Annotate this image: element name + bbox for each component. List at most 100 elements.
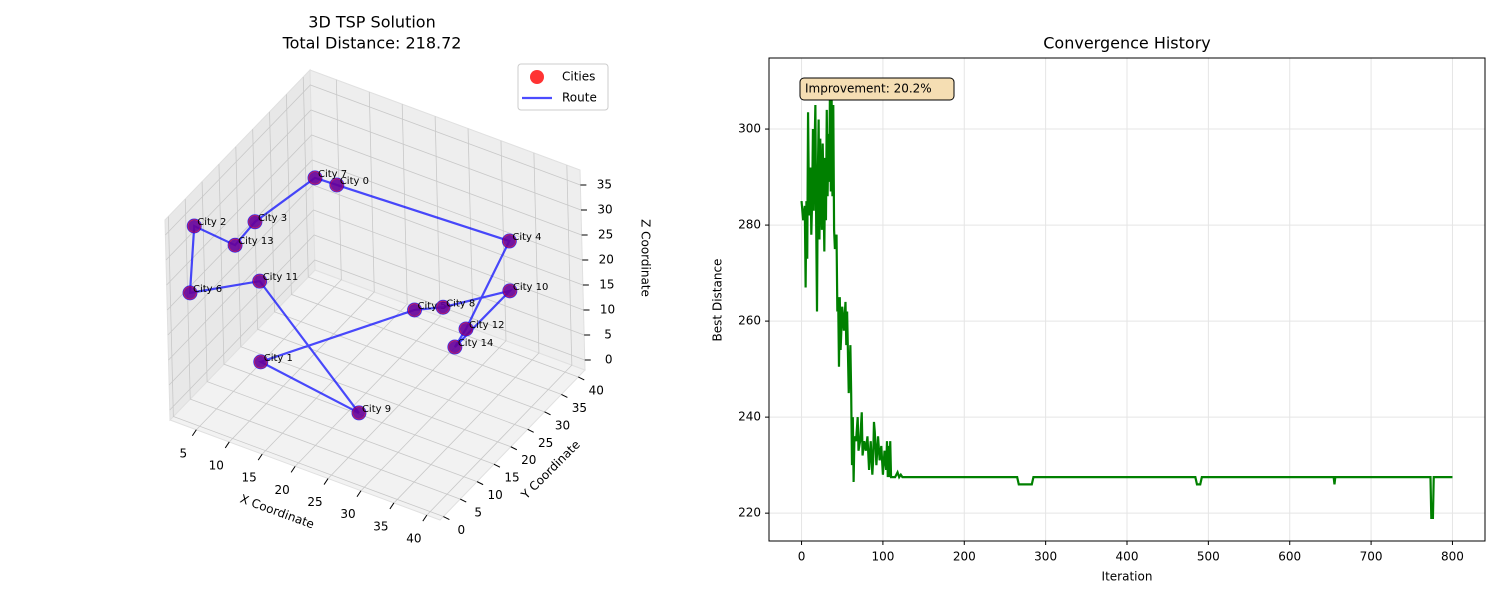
city-label: City 0 <box>340 176 369 187</box>
grid-line <box>169 259 585 411</box>
city-point-tint <box>408 303 421 316</box>
city-label: City 1 <box>264 353 293 364</box>
z-tick-label: 35 <box>597 178 612 192</box>
grid-line <box>196 79 342 431</box>
y-tick-label: 35 <box>572 401 587 415</box>
annotation-box <box>799 77 955 101</box>
x-tick-label: 800 <box>1441 550 1464 564</box>
city-label: City 6 <box>193 284 222 295</box>
legend-marker <box>530 70 544 84</box>
y-tick <box>460 498 467 503</box>
x-tick-label: 15 <box>242 471 257 485</box>
y-axis-label: Best Distance <box>711 259 725 342</box>
z-tick-label: 0 <box>605 353 613 367</box>
grid-line <box>167 216 444 517</box>
z-tick-label: 5 <box>604 328 612 342</box>
x-tick-label: 40 <box>406 532 421 546</box>
city-point-tint <box>352 406 365 419</box>
x-tick <box>422 514 428 522</box>
x-tick-label: 400 <box>1116 550 1139 564</box>
y-tick <box>443 516 450 520</box>
x-tick <box>290 466 296 473</box>
city-label: City 3 <box>258 213 287 224</box>
annotation: Improvement: 20.2% <box>805 82 932 96</box>
y-tick <box>578 376 585 381</box>
x-tick <box>323 478 329 485</box>
legend-label: Cities <box>562 70 595 84</box>
x-tick-label: 35 <box>373 519 388 533</box>
y-tick-label: 280 <box>738 218 761 232</box>
x-tick-label: 5 <box>180 446 188 460</box>
city-point-tint <box>229 239 242 252</box>
y-tick <box>493 463 501 468</box>
city-label: City 10 <box>513 282 549 293</box>
y-tick <box>544 411 551 416</box>
grid-line <box>285 94 562 395</box>
x-tick <box>257 453 263 461</box>
y-tick-label: 20 <box>521 453 536 467</box>
y-tick-label: 40 <box>589 383 604 397</box>
x-tick <box>389 502 395 510</box>
city-point-tint <box>308 171 321 184</box>
y-tick <box>510 446 518 451</box>
chart-title: 3D TSP Solution <box>308 13 435 32</box>
city-point-tint <box>188 220 201 233</box>
grid-line <box>235 146 511 448</box>
grid-line <box>426 165 573 516</box>
city-point-tint <box>503 235 516 248</box>
legend-label: Route <box>562 91 597 105</box>
x-tick-label: 500 <box>1197 550 1220 564</box>
y-tick <box>476 481 484 486</box>
city-point-tint <box>253 275 266 288</box>
grid-line <box>168 209 584 361</box>
city-point-tint <box>254 355 267 368</box>
y-tick-label: 10 <box>487 488 502 502</box>
city-label: City 8 <box>446 298 475 309</box>
city-label: City 2 <box>197 217 226 228</box>
y-tick-label: 260 <box>738 314 761 328</box>
city-point-tint <box>437 301 450 314</box>
line-series <box>800 81 1453 520</box>
grid-line <box>261 104 408 455</box>
y-tick-label: 240 <box>738 410 761 424</box>
x-tick <box>191 429 197 437</box>
city-label: City 13 <box>238 236 274 247</box>
grid-line <box>302 76 579 378</box>
x-tick-label: 0 <box>798 550 806 564</box>
x-tick-label: 600 <box>1278 550 1301 564</box>
city-label: City 9 <box>362 404 391 415</box>
z-tick-label: 10 <box>600 303 615 317</box>
city-label: City 5 <box>418 301 447 312</box>
chart-subtitle: Total Distance: 218.72 <box>282 34 462 53</box>
y-tick-label: 5 <box>474 506 482 520</box>
x-tick <box>224 441 230 449</box>
city-point-tint <box>448 341 461 354</box>
y-tick-label: 30 <box>555 418 570 432</box>
z-tick-label: 20 <box>599 253 614 267</box>
y-tick <box>561 393 568 398</box>
z-tick-label: 25 <box>598 228 613 242</box>
grid-line <box>184 199 461 500</box>
grid-line <box>393 152 540 504</box>
grid-line <box>294 116 441 467</box>
grid-line <box>252 129 528 430</box>
grid-line <box>168 234 585 386</box>
z-tick-label: 15 <box>599 278 614 292</box>
y-tick <box>527 428 534 433</box>
x-tick-label: 25 <box>307 495 322 509</box>
grid-line <box>201 181 478 483</box>
grid-line <box>269 111 545 413</box>
x-tick-label: 200 <box>953 550 976 564</box>
city-label: City 12 <box>469 320 505 331</box>
x-tick-label: 10 <box>209 458 224 472</box>
city-point-tint <box>330 178 343 191</box>
x-tick-label: 20 <box>274 483 289 497</box>
x-axis-label: Iteration <box>1102 570 1153 584</box>
grid-line <box>228 91 375 443</box>
y-tick-label: 0 <box>458 523 466 537</box>
chart-title: Convergence History <box>1043 34 1211 53</box>
city-label: City 11 <box>263 272 299 283</box>
y-tick-label: 300 <box>738 122 761 136</box>
grid-line <box>360 140 507 492</box>
